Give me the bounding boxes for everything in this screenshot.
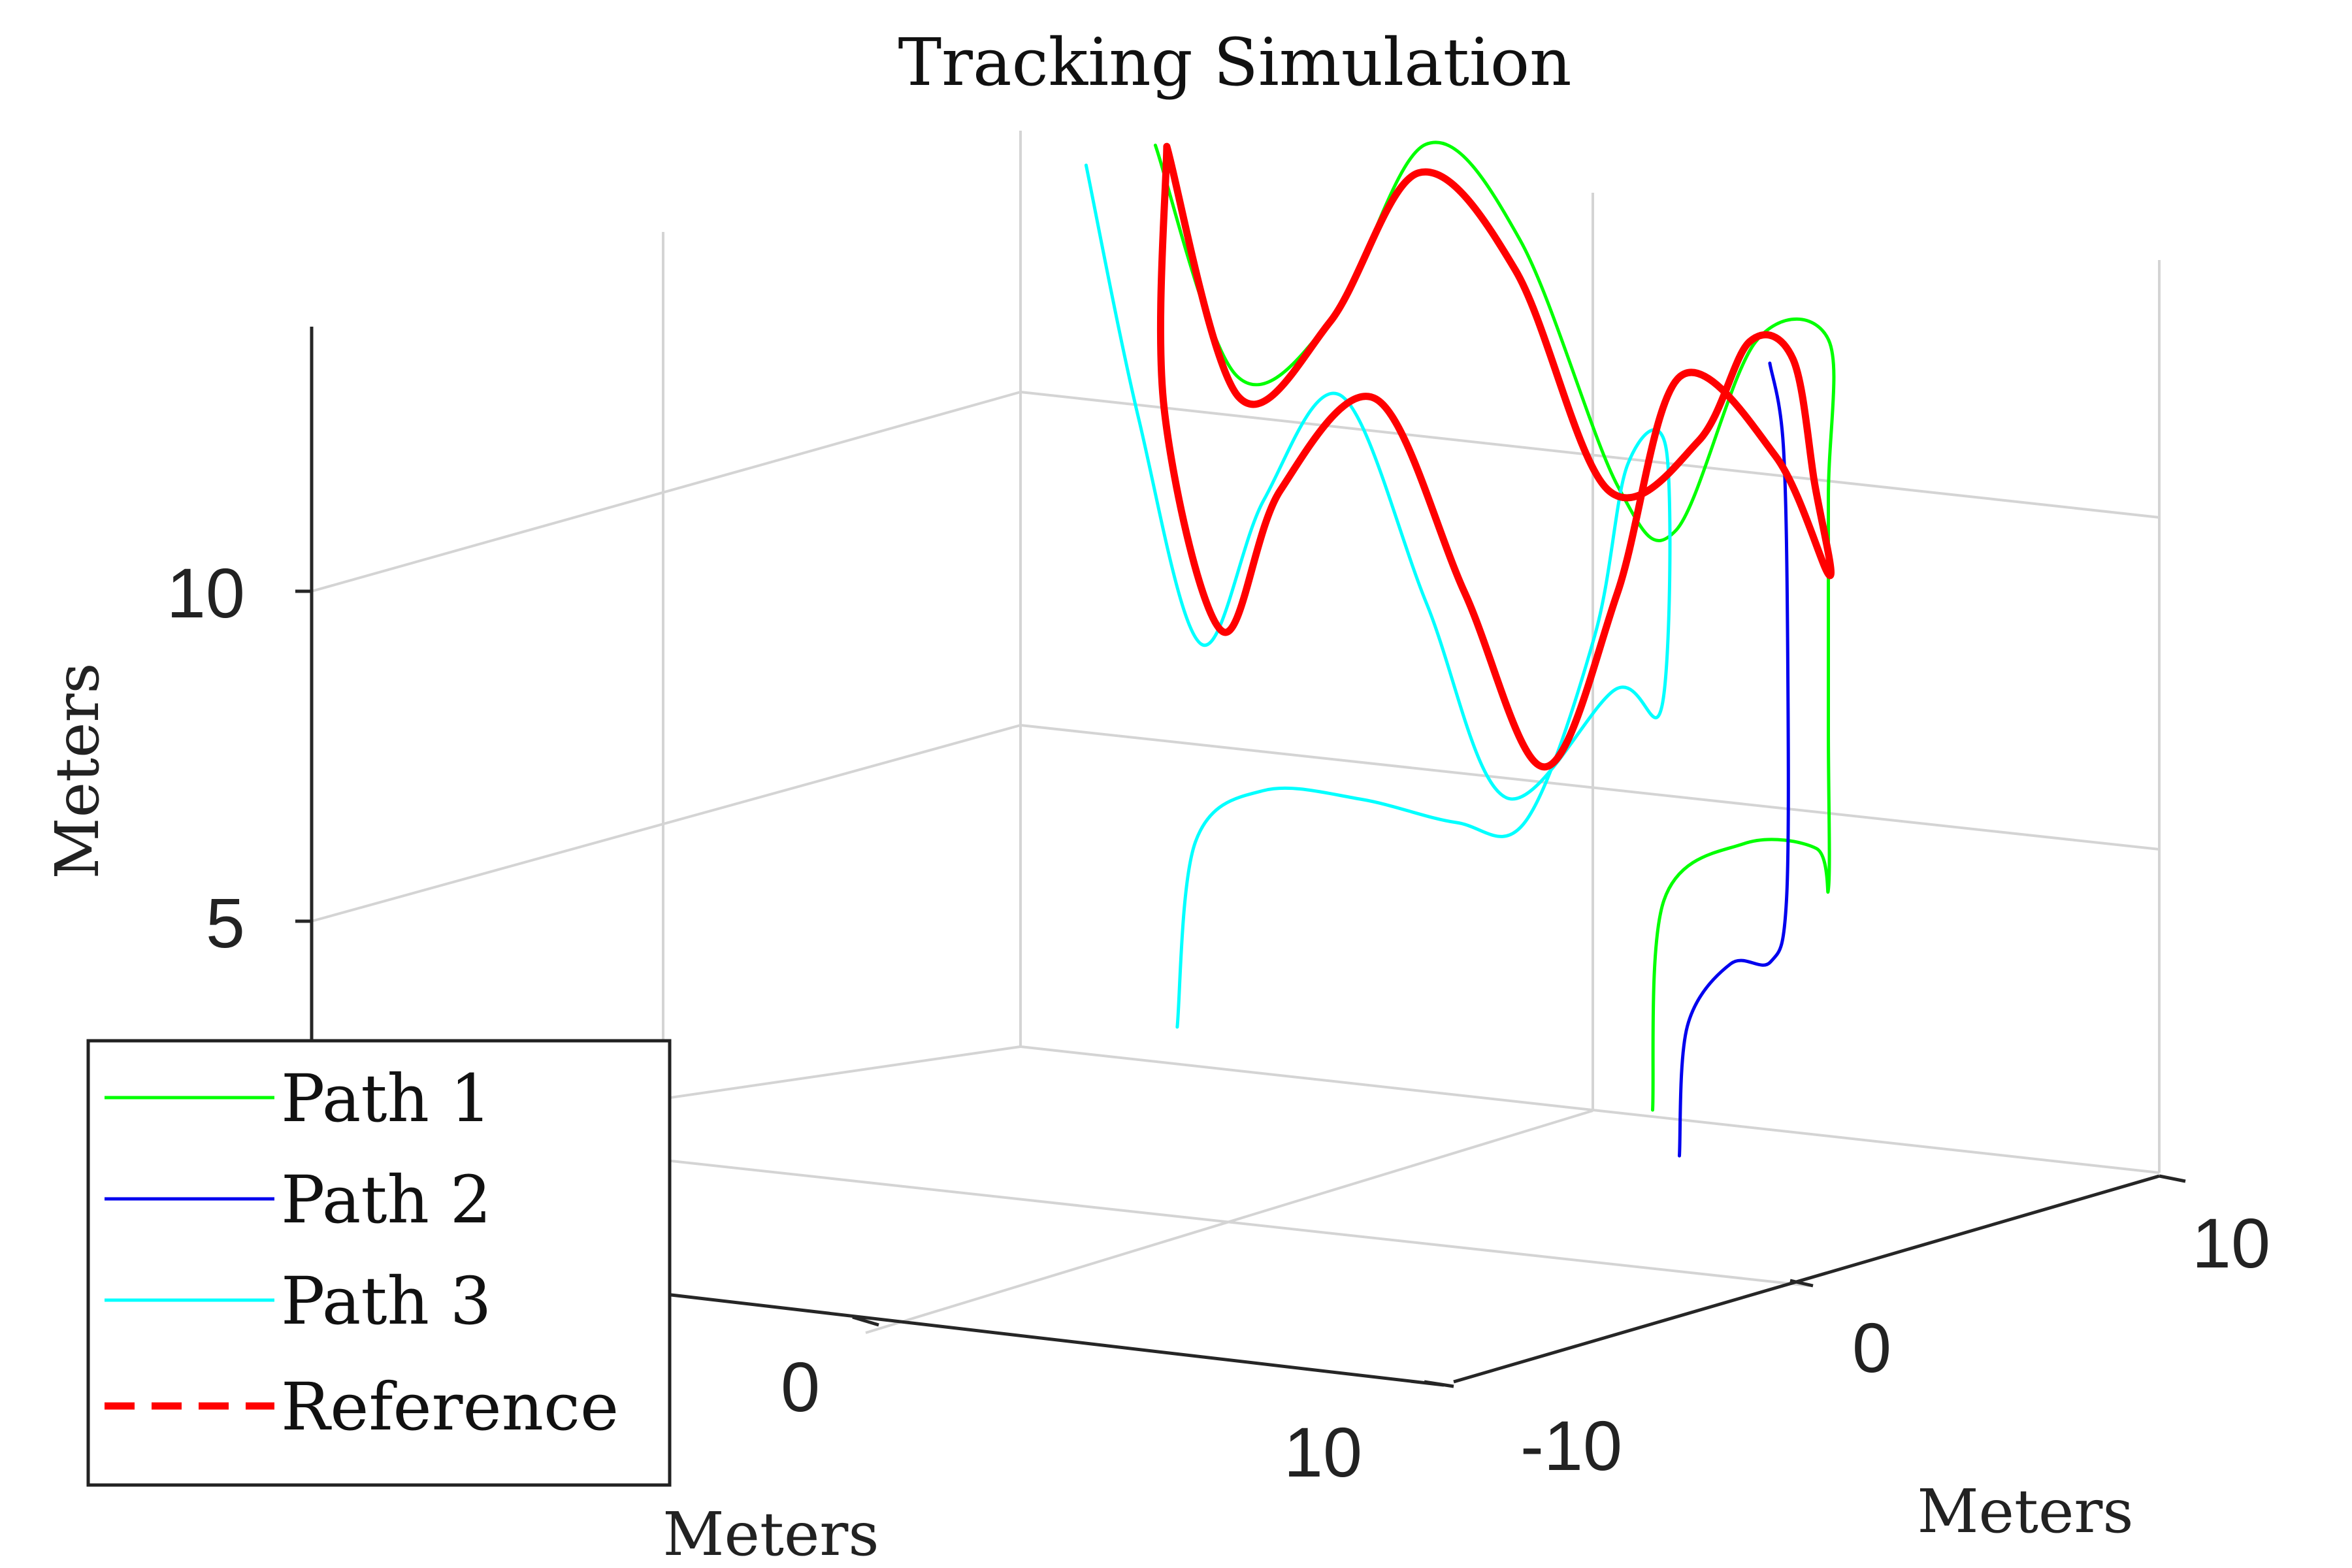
x-axis-label: Meters bbox=[662, 1499, 879, 1568]
z-tick-label: 10 bbox=[167, 553, 245, 632]
y-axis-label: Meters bbox=[1917, 1477, 2133, 1546]
legend-label-path-3: Path 3 bbox=[281, 1263, 491, 1339]
z-tick-label: 5 bbox=[206, 883, 245, 962]
series-line-path-1 bbox=[1153, 140, 1836, 1112]
legend-box bbox=[86, 1039, 672, 1487]
y-tick-label: 10 bbox=[2192, 1203, 2270, 1282]
axes bbox=[295, 327, 2186, 1388]
legend-label-reference: Reference bbox=[281, 1369, 619, 1445]
series-line-path-2 bbox=[1678, 361, 1790, 1158]
grid-lines bbox=[311, 131, 2161, 1334]
z-axis-label: Meters bbox=[42, 662, 112, 879]
legend-label-path-2: Path 2 bbox=[281, 1162, 491, 1238]
series-line-reference bbox=[1156, 142, 1835, 771]
y-tick-label: 0 bbox=[1852, 1308, 1891, 1387]
legend-label-path-1: Path 1 bbox=[281, 1060, 491, 1137]
series-layer bbox=[1084, 140, 1836, 1158]
chart-title: Tracking Simulation bbox=[898, 24, 1571, 101]
legend: Path 1 Path 2 Path 3 Reference bbox=[86, 1039, 672, 1487]
x-tick-label: 0 bbox=[781, 1347, 820, 1426]
x-tick-label: 10 bbox=[1284, 1413, 1362, 1492]
series-line-path-3 bbox=[1084, 163, 1672, 1029]
y-tick-label: -10 bbox=[1520, 1406, 1622, 1485]
